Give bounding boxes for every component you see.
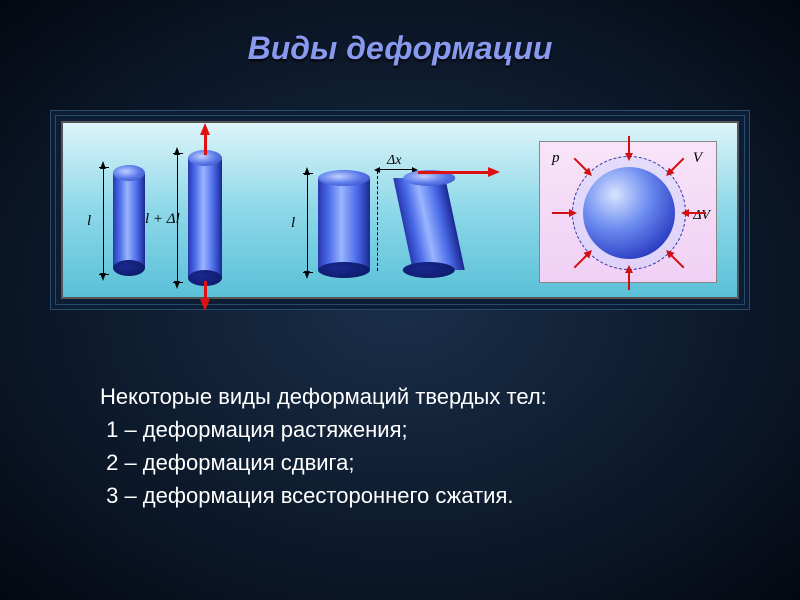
force-arrow-down	[204, 281, 207, 301]
pressure-arrow	[574, 158, 588, 172]
label-delta-v: ΔV	[693, 208, 710, 224]
cylinder-tension-original	[113, 173, 145, 268]
label-l: l	[87, 213, 91, 230]
captions-block: Некоторые виды деформаций твердых тел: 1…	[100, 380, 547, 512]
caption-line-1: 1 – деформация растяжения;	[100, 413, 547, 446]
sphere-panel: p V ΔV	[539, 141, 717, 283]
diagram-frame: l l + Δl l Δx p V ΔV	[50, 110, 750, 310]
pressure-arrow	[628, 272, 630, 290]
pressure-arrow	[552, 212, 570, 214]
label-l-dl: l + Δl	[145, 211, 180, 228]
label-l-shear: l	[291, 215, 295, 232]
pressure-arrow	[670, 254, 684, 268]
delta-x-arrow	[379, 169, 413, 170]
cylinder-tension-stretched	[188, 158, 222, 278]
pressure-arrow	[688, 212, 706, 214]
sphere-inner	[583, 167, 675, 259]
label-delta-x: Δx	[387, 153, 401, 169]
diagram-panel: l l + Δl l Δx p V ΔV	[61, 121, 739, 299]
caption-line-3: 3 – деформация всестороннего сжатия.	[100, 479, 547, 512]
pressure-arrow	[574, 254, 588, 268]
pressure-arrow	[628, 136, 630, 154]
force-arrow-shear	[418, 171, 490, 174]
caption-line-0: Некоторые виды деформаций твердых тел:	[100, 380, 547, 413]
dimension-l-shear	[307, 173, 308, 273]
dimension-l	[103, 167, 104, 275]
shear-dashed-line	[377, 171, 378, 271]
cylinder-shear-deformed	[393, 178, 465, 270]
slide-title: Виды деформации	[0, 30, 800, 67]
cylinder-shear-original	[318, 178, 370, 270]
label-v: V	[693, 150, 702, 167]
force-arrow-up	[204, 133, 207, 155]
caption-line-2: 2 – деформация сдвига;	[100, 446, 547, 479]
label-p: p	[552, 150, 560, 167]
pressure-arrow	[670, 158, 684, 172]
